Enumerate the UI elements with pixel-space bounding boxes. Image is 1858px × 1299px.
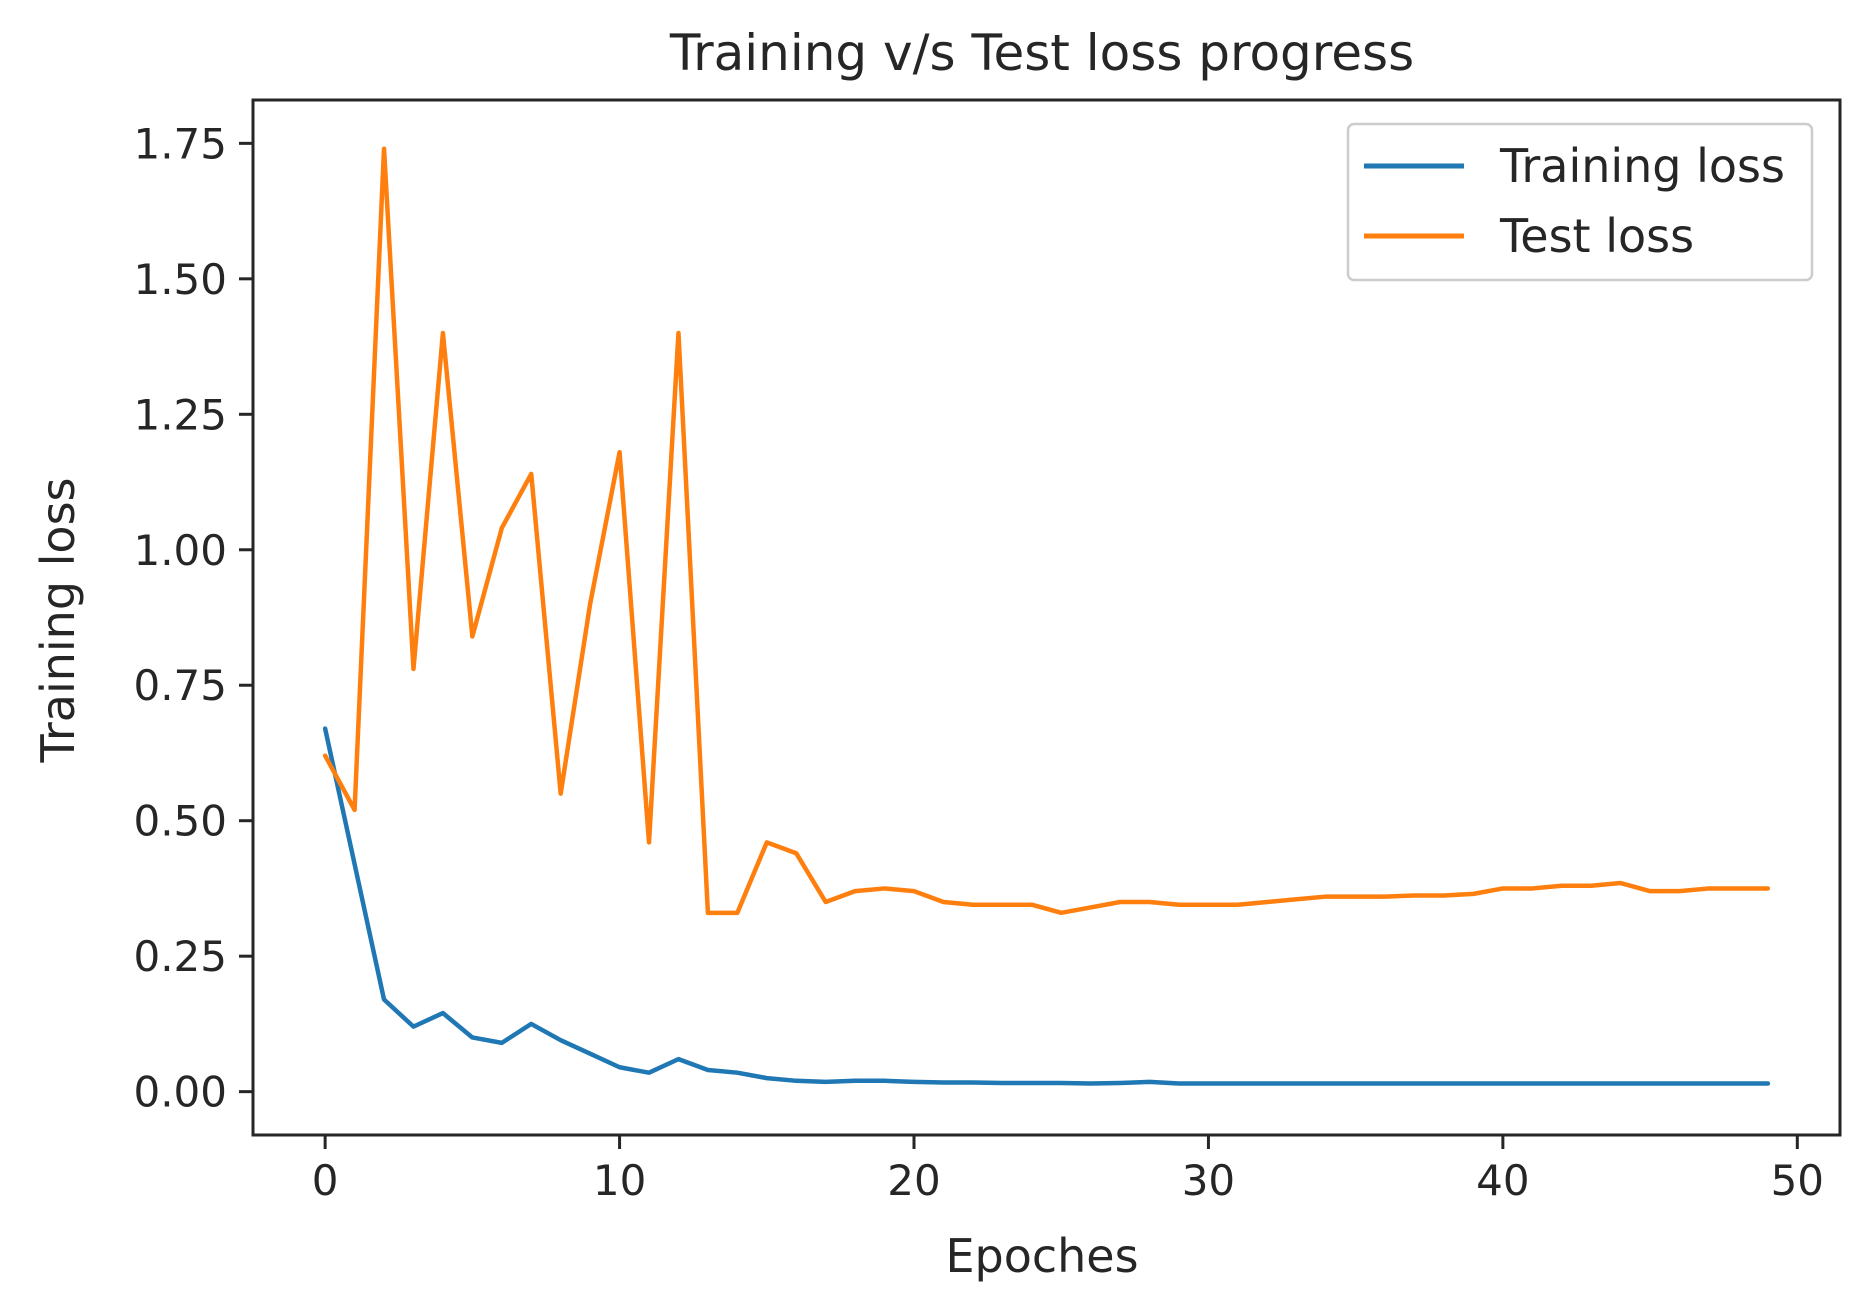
legend-items: Training loss Test loss bbox=[1364, 139, 1785, 263]
x-tick-label: 50 bbox=[1771, 1156, 1824, 1205]
legend-frame bbox=[1346, 122, 1814, 282]
y-tick-label: 0.00 bbox=[133, 1068, 227, 1117]
x-tick-label: 10 bbox=[593, 1156, 646, 1205]
x-axis-label: Epoches bbox=[945, 1229, 1138, 1283]
y-tick-label: 1.50 bbox=[133, 255, 227, 304]
legend-label-test-loss: Test loss bbox=[1499, 209, 1694, 263]
series-line-test-loss bbox=[322, 146, 1771, 916]
y-tick-label: 0.50 bbox=[133, 797, 227, 846]
legend: Training loss Test loss bbox=[1346, 122, 1814, 282]
y-tick-label: 1.00 bbox=[133, 526, 227, 575]
chart-title: Training v/s Test loss progress bbox=[669, 24, 1414, 82]
legend-label-training-loss: Training loss bbox=[1499, 139, 1785, 193]
y-axis-ticks: 0.00 0.25 0.50 0.75 1.00 1.25 1.50 1.75 bbox=[133, 119, 253, 1117]
x-axis-ticks: 0 10 20 30 40 50 bbox=[312, 1135, 1824, 1205]
x-tick-label: 0 bbox=[312, 1156, 339, 1205]
x-tick-label: 40 bbox=[1476, 1156, 1529, 1205]
y-axis-label: Training loss bbox=[31, 478, 85, 764]
y-tick-label: 1.75 bbox=[133, 119, 227, 168]
y-tick-label: 1.25 bbox=[133, 390, 227, 439]
x-tick-label: 30 bbox=[1182, 1156, 1235, 1205]
series-layer bbox=[322, 146, 1771, 1086]
series-line-training-loss bbox=[322, 726, 1771, 1086]
y-tick-label: 0.75 bbox=[133, 661, 227, 710]
y-tick-label: 0.25 bbox=[133, 932, 227, 981]
x-tick-label: 20 bbox=[887, 1156, 940, 1205]
